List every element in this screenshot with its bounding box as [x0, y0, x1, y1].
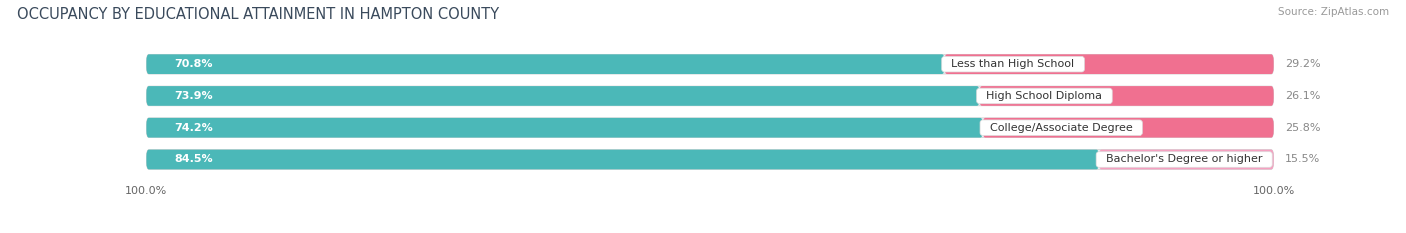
Text: OCCUPANCY BY EDUCATIONAL ATTAINMENT IN HAMPTON COUNTY: OCCUPANCY BY EDUCATIONAL ATTAINMENT IN H…	[17, 7, 499, 22]
Text: 25.8%: 25.8%	[1285, 123, 1320, 133]
Text: 70.8%: 70.8%	[174, 59, 214, 69]
Text: 15.5%: 15.5%	[1285, 154, 1320, 164]
Text: 74.2%: 74.2%	[174, 123, 214, 133]
Text: Source: ZipAtlas.com: Source: ZipAtlas.com	[1278, 7, 1389, 17]
Text: 84.5%: 84.5%	[174, 154, 214, 164]
FancyBboxPatch shape	[983, 118, 1274, 137]
Legend: Owner-occupied, Renter-occupied: Owner-occupied, Renter-occupied	[582, 230, 838, 233]
Text: College/Associate Degree: College/Associate Degree	[983, 123, 1140, 133]
FancyBboxPatch shape	[146, 86, 980, 106]
FancyBboxPatch shape	[1099, 150, 1274, 169]
Text: Bachelor's Degree or higher: Bachelor's Degree or higher	[1099, 154, 1270, 164]
FancyBboxPatch shape	[146, 150, 1274, 169]
Text: 26.1%: 26.1%	[1285, 91, 1320, 101]
FancyBboxPatch shape	[146, 118, 1274, 137]
FancyBboxPatch shape	[945, 54, 1274, 74]
Text: Less than High School: Less than High School	[945, 59, 1081, 69]
Text: 29.2%: 29.2%	[1285, 59, 1320, 69]
Text: 73.9%: 73.9%	[174, 91, 214, 101]
Text: High School Diploma: High School Diploma	[980, 91, 1109, 101]
FancyBboxPatch shape	[980, 86, 1274, 106]
FancyBboxPatch shape	[146, 54, 945, 74]
FancyBboxPatch shape	[146, 54, 1274, 74]
FancyBboxPatch shape	[146, 150, 1099, 169]
FancyBboxPatch shape	[146, 86, 1274, 106]
FancyBboxPatch shape	[146, 118, 983, 137]
